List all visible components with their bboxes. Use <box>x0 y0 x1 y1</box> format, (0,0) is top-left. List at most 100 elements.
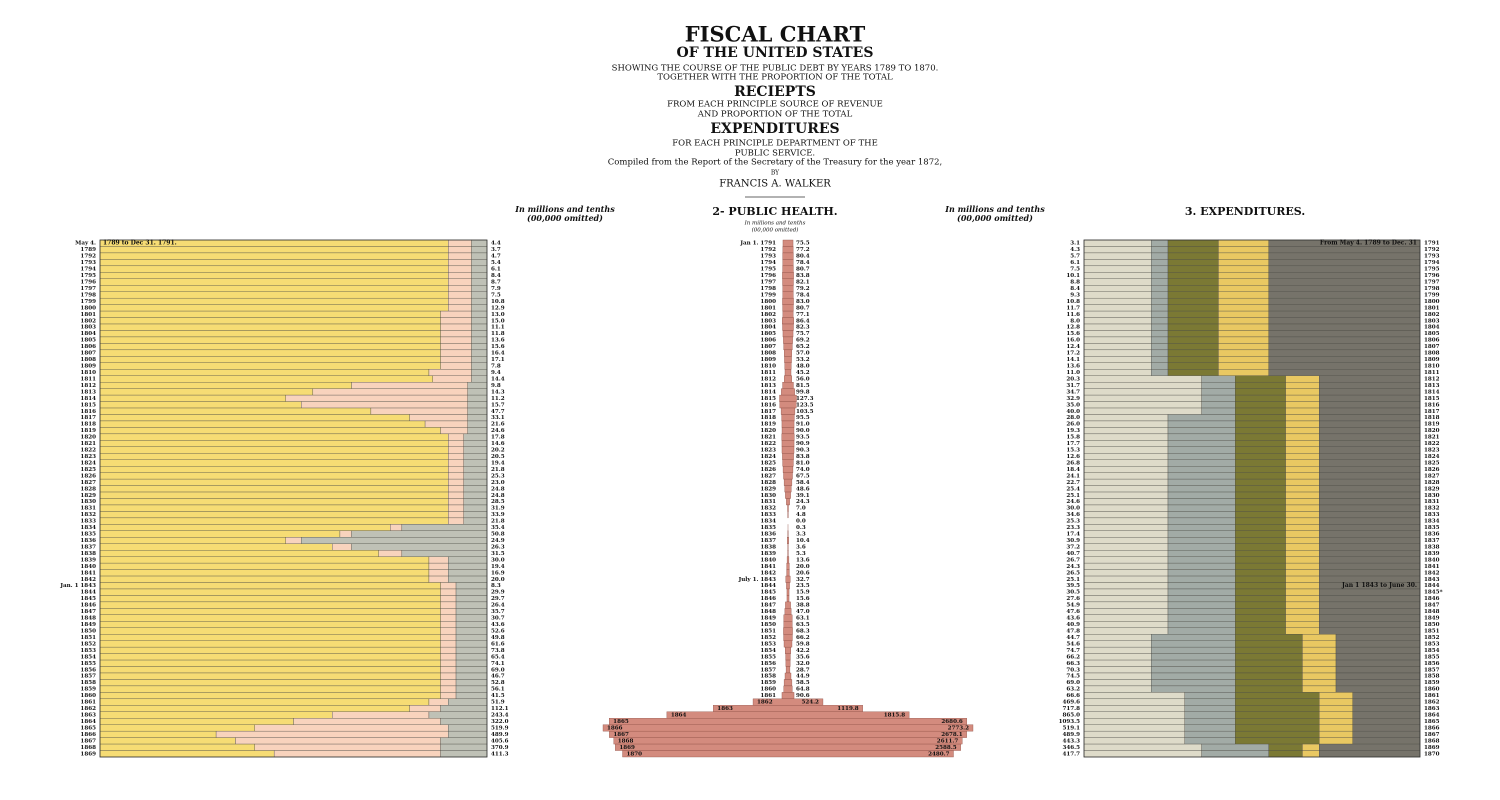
row-label: 1822 <box>760 441 776 447</box>
bar-segment <box>1083 466 1169 473</box>
row-label: 1870 <box>1424 751 1440 757</box>
panel-subtitle: (00,000 omitted) <box>752 227 799 234</box>
row-label: 1816 <box>760 402 776 408</box>
bar-segment <box>1167 459 1236 467</box>
row-label: 1836 <box>760 532 776 538</box>
row-label: 1862 <box>1424 700 1440 706</box>
bar-segment <box>1235 575 1286 583</box>
bar-segment <box>1083 679 1152 687</box>
bar-segment <box>1167 556 1236 564</box>
row-label: 1865 <box>1424 719 1440 725</box>
bar-segment <box>1167 323 1219 331</box>
bar-segment <box>1268 369 1421 376</box>
total-label: 519.9 <box>491 725 509 731</box>
row-label: 1815 <box>760 396 776 402</box>
bar-segment <box>1268 356 1421 363</box>
bar-segment <box>1167 336 1219 344</box>
bar-segment <box>448 730 488 738</box>
bar-segment <box>1352 705 1421 712</box>
total-label: 322.0 <box>491 719 509 725</box>
bar-segment <box>1218 291 1269 299</box>
bar-segment <box>455 614 488 622</box>
row-label: 1821 <box>80 441 96 447</box>
bar-segment <box>1083 440 1169 447</box>
bar-segment <box>1167 272 1219 279</box>
debt-bar <box>779 394 797 402</box>
row-label: July 1. 1843 <box>738 577 776 583</box>
bar-segment <box>448 272 472 279</box>
bar-segment <box>1235 582 1286 590</box>
row-label: 1803 <box>80 325 96 331</box>
total-label: 8.7 <box>491 280 501 286</box>
bar-segment <box>99 608 441 615</box>
total-label: 9.3 <box>1070 292 1080 298</box>
bar-segment <box>1285 498 1320 506</box>
row-label: 1844 <box>1424 583 1440 589</box>
row-label: 1799 <box>80 299 96 305</box>
row-label: 1856 <box>80 667 96 673</box>
debt-bar <box>786 556 790 564</box>
bar-segment <box>1167 478 1236 486</box>
bar-segment <box>1083 601 1169 609</box>
total-label: 24.6 <box>1066 499 1080 505</box>
bar-segment <box>448 459 464 467</box>
bar-segment <box>1167 550 1236 557</box>
row-label: 1826 <box>760 467 776 473</box>
total-label: 26.0 <box>1066 422 1080 428</box>
bar-segment <box>390 524 403 531</box>
bar-segment <box>99 679 441 687</box>
bar-segment <box>1319 556 1421 564</box>
debt-bar <box>785 666 791 674</box>
row-label: 1816 <box>80 409 96 415</box>
value-label: 82.3 <box>796 325 810 331</box>
bar-segment <box>471 362 488 370</box>
debt-bar <box>784 485 792 493</box>
bar-segment <box>471 252 488 260</box>
total-label: 50.8 <box>491 532 505 538</box>
bar-segment <box>455 608 488 615</box>
row-label: 1842 <box>760 570 776 576</box>
total-label: 24.1 <box>1066 473 1080 479</box>
row-label: 1864 <box>1424 712 1440 718</box>
bar-segment <box>1285 459 1320 467</box>
row-label: 1817 <box>80 415 96 421</box>
bar-segment <box>99 362 441 370</box>
debt-bar <box>781 446 795 454</box>
row-label: 1806 <box>1424 338 1440 344</box>
bar-segment <box>1167 349 1219 357</box>
bar-segment <box>1083 453 1169 460</box>
debt-bar <box>782 453 794 460</box>
bar-segment <box>1184 724 1236 732</box>
bar-segment <box>1218 239 1269 247</box>
row-label: 1841 <box>760 564 776 570</box>
row-label: 1795 <box>1424 267 1440 273</box>
bar-segment <box>99 336 441 344</box>
bar-segment <box>1302 743 1320 751</box>
bar-segment <box>1285 375 1320 383</box>
total-label: 17.2 <box>1066 351 1080 357</box>
bar-segment <box>448 246 472 254</box>
value-label: 90.6 <box>796 693 810 699</box>
value-label: 53.2 <box>796 357 810 363</box>
value-label: 95.5 <box>796 415 810 421</box>
bar-segment <box>1319 459 1421 467</box>
row-label: 1857 <box>760 667 776 673</box>
bar-segment <box>1268 750 1303 758</box>
total-label: 7.5 <box>1070 267 1080 273</box>
bar-segment <box>1218 265 1269 273</box>
row-label: 1847 <box>760 603 776 609</box>
row-label: 1866 <box>1424 725 1440 731</box>
total-label: 4.4 <box>491 241 501 247</box>
total-label: 489.9 <box>491 732 509 738</box>
bar-segment <box>1151 343 1169 351</box>
bar-segment <box>99 259 449 267</box>
bar-segment <box>455 646 488 654</box>
row-label: 1793 <box>80 260 96 266</box>
bar-segment <box>1083 724 1185 732</box>
bar-segment <box>1151 369 1169 376</box>
total-label: 24.9 <box>491 538 505 544</box>
bar-segment <box>1319 381 1421 389</box>
bar-segment <box>1083 498 1169 506</box>
bar-segment <box>1151 317 1169 325</box>
total-label: 8.3 <box>491 583 501 589</box>
